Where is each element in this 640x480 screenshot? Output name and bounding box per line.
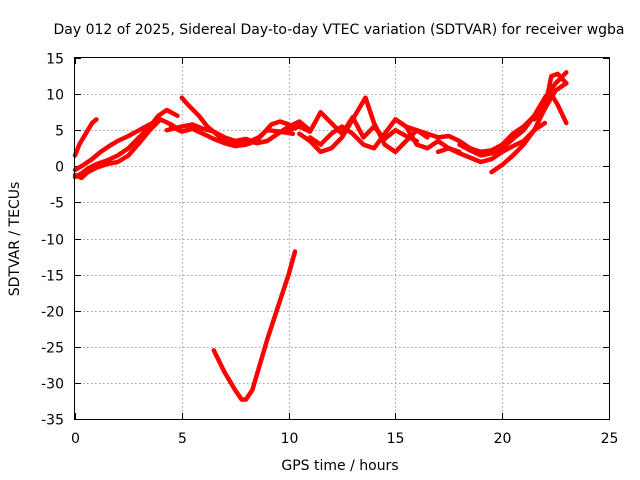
y-tick-label: 5 [55, 124, 64, 140]
series-track-6 [164, 119, 313, 146]
series-track-3 [72, 117, 163, 181]
plot-frame [74, 57, 610, 420]
y-tick-label: 15 [46, 52, 64, 68]
x-tick-label: 25 [601, 431, 619, 447]
series-track-10 [297, 95, 430, 155]
series-track-12 [393, 117, 526, 155]
series-track-1 [72, 107, 180, 180]
data-series [72, 70, 569, 402]
x-tick-label: 0 [71, 431, 80, 447]
y-tick-label: -25 [41, 341, 64, 357]
y-tick-labels: 15 10 5 0 -5 -10 -15 -20 -25 -30 -35 [41, 52, 64, 429]
series-track-11 [307, 117, 462, 155]
y-tick-label: -30 [41, 377, 64, 393]
series-track-15 [489, 81, 569, 175]
y-axis-label: SDTVAR / TECUs [7, 182, 23, 297]
series-track-7 [179, 95, 296, 147]
series-track-8 [211, 249, 298, 402]
series-track-17 [531, 71, 569, 122]
series-track-4 [72, 117, 99, 158]
x-tick-labels: 0 5 10 15 20 25 [71, 431, 618, 447]
y-tick-label: 0 [55, 160, 64, 176]
y-tick-label: -35 [41, 413, 64, 429]
y-tick-label: -5 [50, 196, 64, 212]
x-tick-label: 10 [281, 431, 299, 447]
y-tick-label: -20 [41, 305, 64, 321]
chart-title: Day 012 of 2025, Sidereal Day-to-day VTE… [53, 22, 624, 38]
y-tick-label: -10 [41, 233, 64, 249]
x-tick-label: 20 [494, 431, 512, 447]
x-tick-label: 5 [178, 431, 187, 447]
y-tick-label: 10 [46, 88, 64, 104]
y-tick-label: -15 [41, 269, 64, 285]
x-tick-label: 15 [387, 431, 405, 447]
x-axis-label: GPS time / hours [281, 458, 398, 474]
